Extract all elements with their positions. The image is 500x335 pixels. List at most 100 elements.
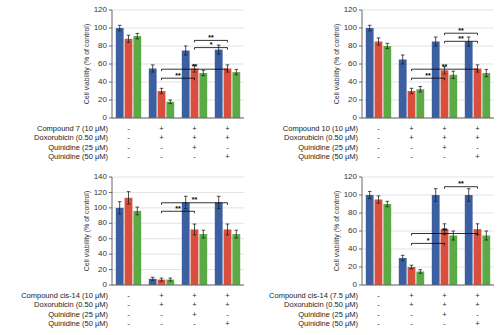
error-bar (118, 202, 122, 214)
grid-line (112, 285, 244, 286)
grid-line (362, 28, 494, 29)
error-cap (235, 74, 239, 75)
error-cap (401, 64, 405, 65)
error-cap (184, 208, 188, 209)
error-line (152, 277, 153, 280)
error-cap (401, 255, 405, 256)
error-cap (419, 269, 423, 270)
tick-label: 40 (98, 249, 107, 258)
table-sign: - (127, 152, 130, 161)
error-bar (226, 224, 230, 235)
tick-label: 20 (98, 265, 107, 274)
bar (449, 236, 457, 286)
tick-label: 40 (348, 77, 357, 86)
error-cap (151, 64, 155, 65)
error-line (137, 33, 138, 38)
bar (399, 60, 407, 119)
error-line (128, 35, 129, 42)
bar (375, 200, 383, 286)
table-sign: + (225, 133, 230, 142)
error-bar (136, 207, 140, 215)
bar (366, 195, 374, 285)
error-cap (386, 43, 390, 44)
tick-label: 0 (353, 280, 358, 289)
table-row-label: Quinidine (50 μM) (48, 319, 108, 328)
table-sign: - (377, 319, 380, 328)
table-sign: + (225, 300, 230, 309)
table-sign: - (226, 143, 229, 152)
error-cap (226, 224, 230, 225)
error-bar (476, 224, 480, 235)
tick-label: 20 (348, 95, 357, 104)
error-bar (434, 37, 438, 46)
error-cap (217, 208, 221, 209)
error-bar (467, 189, 471, 202)
tick-label: 0 (103, 113, 108, 122)
error-cap (160, 88, 164, 89)
table-sign: + (225, 319, 230, 328)
tick-label: 20 (98, 95, 107, 104)
error-cap (118, 201, 122, 202)
grid-line (112, 10, 244, 11)
bar (482, 236, 490, 286)
error-cap (235, 230, 239, 231)
error-cap (476, 72, 480, 73)
error-cap (226, 72, 230, 73)
error-cap (485, 231, 489, 232)
significance-label: ** (175, 72, 181, 79)
error-cap (136, 207, 140, 208)
error-cap (368, 30, 372, 31)
error-bar (235, 230, 239, 238)
table-sign: + (475, 152, 480, 161)
table-sign: + (409, 300, 414, 309)
panel: 020406080100120Cell viability (% of cont… (283, 5, 494, 161)
significance-label: ** (442, 227, 448, 234)
bar (474, 69, 482, 119)
error-cap (127, 42, 131, 43)
error-cap (377, 37, 381, 38)
error-cap (467, 37, 471, 38)
error-bar (136, 33, 140, 38)
tick-label: 80 (348, 41, 357, 50)
error-cap (151, 280, 155, 281)
error-bar (127, 192, 131, 204)
error-bar (151, 65, 155, 72)
table-sign: - (377, 133, 380, 142)
plot-area (366, 25, 490, 118)
error-bar (160, 88, 164, 93)
error-cap (443, 73, 447, 74)
panel: 020406080100120Cell viability (% of cont… (34, 5, 244, 161)
table-sign: - (377, 310, 380, 319)
table-row-label: Quinidine (25 μM) (48, 310, 108, 319)
bar (199, 73, 207, 118)
error-cap (202, 70, 206, 71)
error-cap (401, 260, 405, 261)
error-cap (368, 25, 372, 26)
error-line (477, 224, 478, 235)
grid-line (362, 118, 494, 119)
error-cap (452, 78, 456, 79)
bar (366, 28, 374, 118)
tick-label: 80 (348, 208, 357, 217)
error-line (411, 88, 412, 93)
bar (416, 89, 424, 118)
error-line (161, 278, 162, 281)
tick-label: 100 (94, 23, 108, 32)
tick-label: 40 (348, 244, 357, 253)
error-bar (434, 189, 438, 202)
table-sign: + (475, 319, 480, 328)
error-cap (217, 54, 221, 55)
grid-line (362, 285, 494, 286)
error-line (453, 71, 454, 78)
bar (383, 46, 391, 118)
x-axis-line (362, 118, 494, 119)
error-cap (485, 240, 489, 241)
tick-label: 40 (98, 77, 107, 86)
error-line (119, 202, 120, 214)
error-line (378, 38, 379, 45)
error-bar (235, 69, 239, 74)
table-sign: + (225, 291, 230, 300)
table-sign: + (442, 310, 447, 319)
error-line (194, 224, 195, 235)
error-line (170, 278, 171, 281)
